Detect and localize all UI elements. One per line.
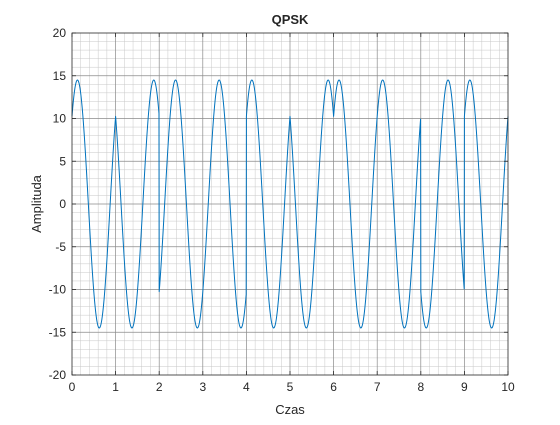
y-tick-label: 10: [53, 112, 67, 126]
y-tick-label: -10: [49, 283, 67, 297]
x-tick-label: 8: [417, 380, 424, 394]
y-tick-label: 15: [53, 69, 67, 83]
x-tick-label: 5: [287, 380, 294, 394]
x-tick-label: 1: [112, 380, 119, 394]
x-tick-label: 0: [69, 380, 76, 394]
series-layer: [71, 79, 509, 329]
x-tick-label: 7: [374, 380, 381, 394]
y-axis-label: Amplituda: [29, 174, 44, 233]
y-tick-label: 0: [59, 197, 66, 211]
x-tick-label: 10: [501, 380, 515, 394]
x-tick-label: 4: [243, 380, 250, 394]
y-tick-label: -20: [49, 368, 67, 382]
y-tick-label: 20: [53, 26, 67, 40]
tick-marks: [71, 32, 509, 376]
series-line-qpsk: [71, 79, 509, 329]
y-tick-label: -5: [55, 240, 66, 254]
chart-title: QPSK: [272, 12, 309, 27]
x-tick-labels: 0 1 2 3 4 5 6 7 8 9 10: [69, 380, 515, 394]
x-tick-label: 6: [330, 380, 337, 394]
x-axis-label: Czas: [275, 402, 305, 417]
y-tick-label: 5: [59, 154, 66, 168]
y-tick-labels: -20 -15 -10 -5 0 5 10 15 20: [49, 26, 67, 382]
major-grid: [72, 33, 508, 375]
x-tick-label: 9: [461, 380, 468, 394]
x-tick-label: 3: [199, 380, 206, 394]
y-tick-label: -15: [49, 325, 67, 339]
x-tick-label: 2: [156, 380, 163, 394]
